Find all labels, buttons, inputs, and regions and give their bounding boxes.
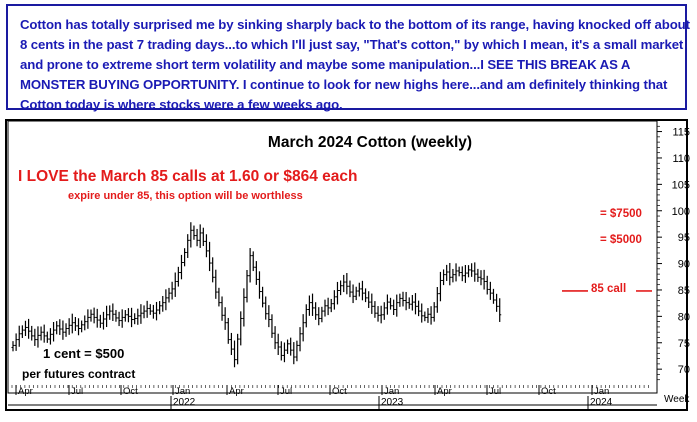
x-month-label: Oct xyxy=(541,386,556,397)
y-tick-label: 115 xyxy=(672,127,690,139)
y-tick-label: 90 xyxy=(678,259,690,271)
x-month-label: Jan xyxy=(594,386,609,397)
x-month-label: Apr xyxy=(437,386,452,397)
x-month-label: Jul xyxy=(280,386,292,397)
x-year-label: 2024 xyxy=(590,397,613,408)
x-month-label: Apr xyxy=(18,386,33,397)
chart-border xyxy=(5,119,688,411)
y-tick-label: 95 xyxy=(678,232,690,244)
y-tick-label: 80 xyxy=(678,311,690,323)
call-strike-label: 85 call xyxy=(591,283,626,295)
x-month-label: Jul xyxy=(489,386,501,397)
commentary-box: Cotton has totally surprised me by sinki… xyxy=(6,4,690,112)
tick-value-subnote: per futures contract xyxy=(22,367,135,381)
y-tick-label: 110 xyxy=(672,153,690,165)
x-year-label: 2023 xyxy=(381,397,404,408)
tick-value-note: 1 cent = $500 xyxy=(43,346,124,361)
price-bars xyxy=(11,222,652,368)
x-month-label: Jul xyxy=(71,386,83,397)
x-month-label: Jan xyxy=(175,386,190,397)
x-year-label: 2022 xyxy=(173,397,196,408)
x-month-label: Apr xyxy=(229,386,244,397)
y-axis: 70 75 80 85 90 95 100 105 110 115 xyxy=(657,125,690,381)
call-recommendation: I LOVE the March 85 calls at 1.60 or $86… xyxy=(18,168,357,185)
level-5000-label: = $5000 xyxy=(600,234,642,246)
level-7500-label: = $7500 xyxy=(600,208,642,220)
commentary-text: Cotton has totally surprised me by sinki… xyxy=(20,17,690,112)
x-axis-unit-label: Week xyxy=(664,394,690,405)
y-tick-label: 100 xyxy=(672,206,690,218)
chart-title: March 2024 Cotton (weekly) xyxy=(268,134,472,151)
y-tick-label: 75 xyxy=(678,338,690,350)
x-month-label: Oct xyxy=(123,386,138,397)
expiry-note: expire under 85, this option will be wor… xyxy=(68,190,303,202)
y-tick-label: 85 xyxy=(678,285,690,297)
x-month-label: Jan xyxy=(384,386,399,397)
plot-area xyxy=(7,120,658,394)
x-month-label: Oct xyxy=(332,386,347,397)
x-axis: Apr Jul Oct Jan Apr Jul Oct Jan Apr Jul Oct Jan2022… xyxy=(11,385,649,410)
y-tick-label: 70 xyxy=(678,364,690,376)
y-tick-label: 105 xyxy=(672,179,690,191)
